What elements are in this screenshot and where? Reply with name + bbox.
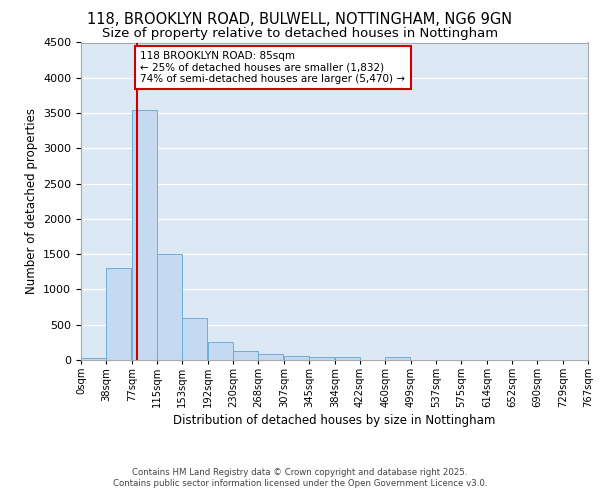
Text: Contains HM Land Registry data © Crown copyright and database right 2025.
Contai: Contains HM Land Registry data © Crown c… — [113, 468, 487, 487]
Bar — [233, 351, 258, 360]
Bar — [284, 356, 309, 360]
Bar — [385, 357, 410, 360]
Bar — [182, 318, 207, 360]
Bar — [81, 358, 106, 360]
X-axis label: Distribution of detached houses by size in Nottingham: Distribution of detached houses by size … — [173, 414, 496, 428]
Bar — [157, 254, 182, 360]
Bar — [309, 357, 334, 360]
Text: 118 BROOKLYN ROAD: 85sqm
← 25% of detached houses are smaller (1,832)
74% of sem: 118 BROOKLYN ROAD: 85sqm ← 25% of detach… — [140, 51, 406, 84]
Bar — [258, 354, 283, 360]
Bar — [208, 342, 233, 360]
Text: Size of property relative to detached houses in Nottingham: Size of property relative to detached ho… — [102, 28, 498, 40]
Text: 118, BROOKLYN ROAD, BULWELL, NOTTINGHAM, NG6 9GN: 118, BROOKLYN ROAD, BULWELL, NOTTINGHAM,… — [88, 12, 512, 28]
Bar — [132, 110, 157, 360]
Bar — [335, 357, 360, 360]
Y-axis label: Number of detached properties: Number of detached properties — [25, 108, 38, 294]
Bar — [106, 268, 131, 360]
